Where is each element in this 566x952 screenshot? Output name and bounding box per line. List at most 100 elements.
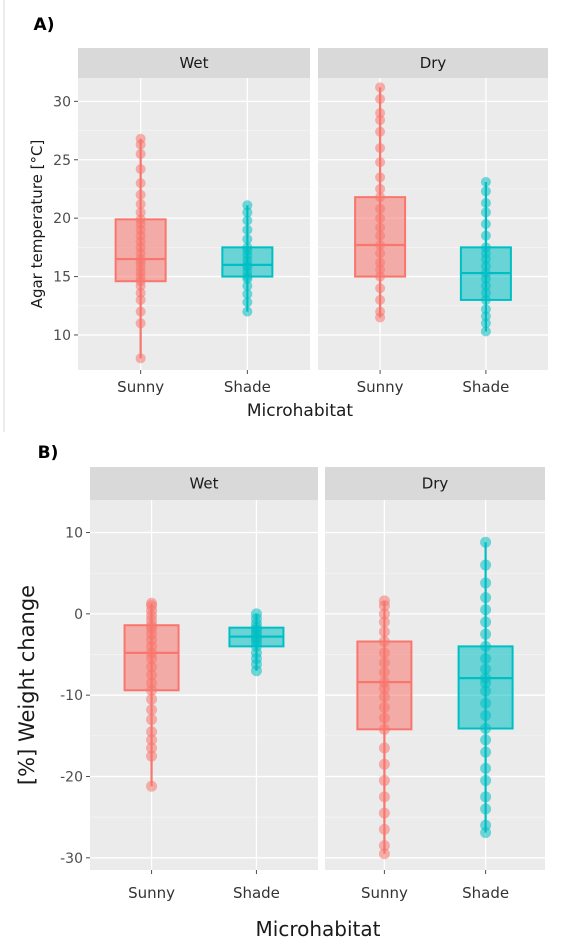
facet-strip — [318, 48, 548, 78]
facet-strip — [90, 467, 318, 500]
data-point — [480, 559, 492, 571]
data-point — [480, 762, 492, 774]
y-tick-label: 10 — [53, 328, 71, 344]
data-point — [480, 640, 492, 652]
data-point — [146, 714, 158, 726]
data-point — [135, 133, 146, 144]
x-tick-label: Shade — [462, 884, 509, 902]
data-point — [242, 224, 253, 235]
data-point — [378, 775, 390, 787]
data-point — [242, 289, 253, 300]
data-point — [375, 257, 386, 268]
y-tick-label: -30 — [60, 851, 83, 867]
data-point — [146, 750, 158, 762]
data-point — [135, 287, 146, 298]
data-point — [146, 669, 158, 681]
data-point — [480, 616, 492, 628]
data-point — [146, 597, 158, 609]
data-point — [135, 178, 146, 189]
data-point — [480, 604, 492, 616]
y-tick-label: -10 — [60, 688, 83, 704]
data-point — [375, 306, 386, 317]
data-point — [375, 172, 386, 183]
data-point — [378, 647, 390, 659]
data-point — [480, 734, 492, 746]
data-point — [375, 108, 386, 119]
data-point — [135, 189, 146, 200]
data-point — [480, 326, 491, 337]
data-point — [375, 213, 386, 224]
data-point — [375, 203, 386, 214]
data-point — [480, 294, 491, 305]
facet-label: Dry — [420, 54, 447, 72]
data-point — [480, 242, 491, 253]
data-point — [378, 635, 390, 647]
data-point — [135, 207, 146, 218]
data-point — [242, 280, 253, 291]
data-point — [480, 803, 492, 815]
data-point — [378, 616, 390, 628]
y-axis-title: [%] Weight change — [15, 585, 39, 785]
data-point — [378, 691, 390, 703]
data-point — [375, 230, 386, 241]
data-point — [480, 592, 492, 604]
x-tick-label: Shade — [462, 378, 509, 396]
y-tick-label: 15 — [53, 270, 71, 286]
data-point — [480, 186, 491, 197]
data-point — [480, 709, 492, 721]
data-point — [242, 200, 253, 211]
data-point — [480, 775, 492, 787]
y-tick-label: -20 — [60, 769, 83, 785]
data-point — [480, 318, 491, 329]
data-point — [480, 219, 491, 229]
x-tick-label: Sunny — [128, 884, 175, 902]
data-point — [378, 840, 390, 852]
data-point — [480, 268, 491, 279]
data-point — [378, 712, 390, 724]
data-point — [378, 791, 390, 803]
facet-label: Dry — [422, 475, 449, 493]
y-axis-title: Agar temperature [°C] — [28, 140, 46, 309]
data-point — [480, 791, 492, 803]
data-point — [480, 697, 492, 709]
data-point — [378, 723, 390, 735]
data-point — [135, 318, 146, 329]
figure-label: B) — [38, 443, 59, 463]
data-point — [146, 693, 158, 705]
data-point — [146, 734, 158, 746]
data-point — [375, 126, 386, 137]
data-point — [250, 608, 262, 620]
data-point — [146, 742, 158, 754]
y-tick-label: 20 — [53, 211, 71, 227]
figure-label: A) — [34, 15, 55, 35]
x-tick-label: Sunny — [361, 884, 408, 902]
data-point — [146, 704, 158, 716]
data-point — [480, 663, 492, 675]
data-point — [135, 306, 146, 317]
data-point — [480, 230, 491, 241]
data-point — [480, 628, 492, 640]
data-point — [135, 164, 146, 175]
data-point — [375, 264, 386, 275]
data-point — [242, 242, 253, 253]
data-point — [378, 823, 390, 835]
data-point — [480, 685, 492, 697]
x-tick-label: Sunny — [357, 378, 404, 396]
x-tick-label: Sunny — [117, 378, 164, 396]
data-point — [135, 199, 146, 210]
facet-label: Wet — [179, 54, 208, 72]
data-point — [480, 746, 492, 758]
data-point — [378, 676, 390, 688]
data-point — [242, 215, 253, 226]
data-point — [378, 608, 390, 620]
data-point — [480, 207, 491, 218]
data-point — [375, 115, 386, 126]
data-point — [378, 657, 390, 669]
data-point — [375, 192, 386, 203]
x-axis-title: Microhabitat — [256, 917, 381, 941]
x-tick-label: Shade — [233, 884, 280, 902]
data-point — [135, 294, 146, 305]
data-point — [135, 353, 146, 364]
data-point — [375, 94, 386, 105]
data-point — [480, 176, 491, 187]
